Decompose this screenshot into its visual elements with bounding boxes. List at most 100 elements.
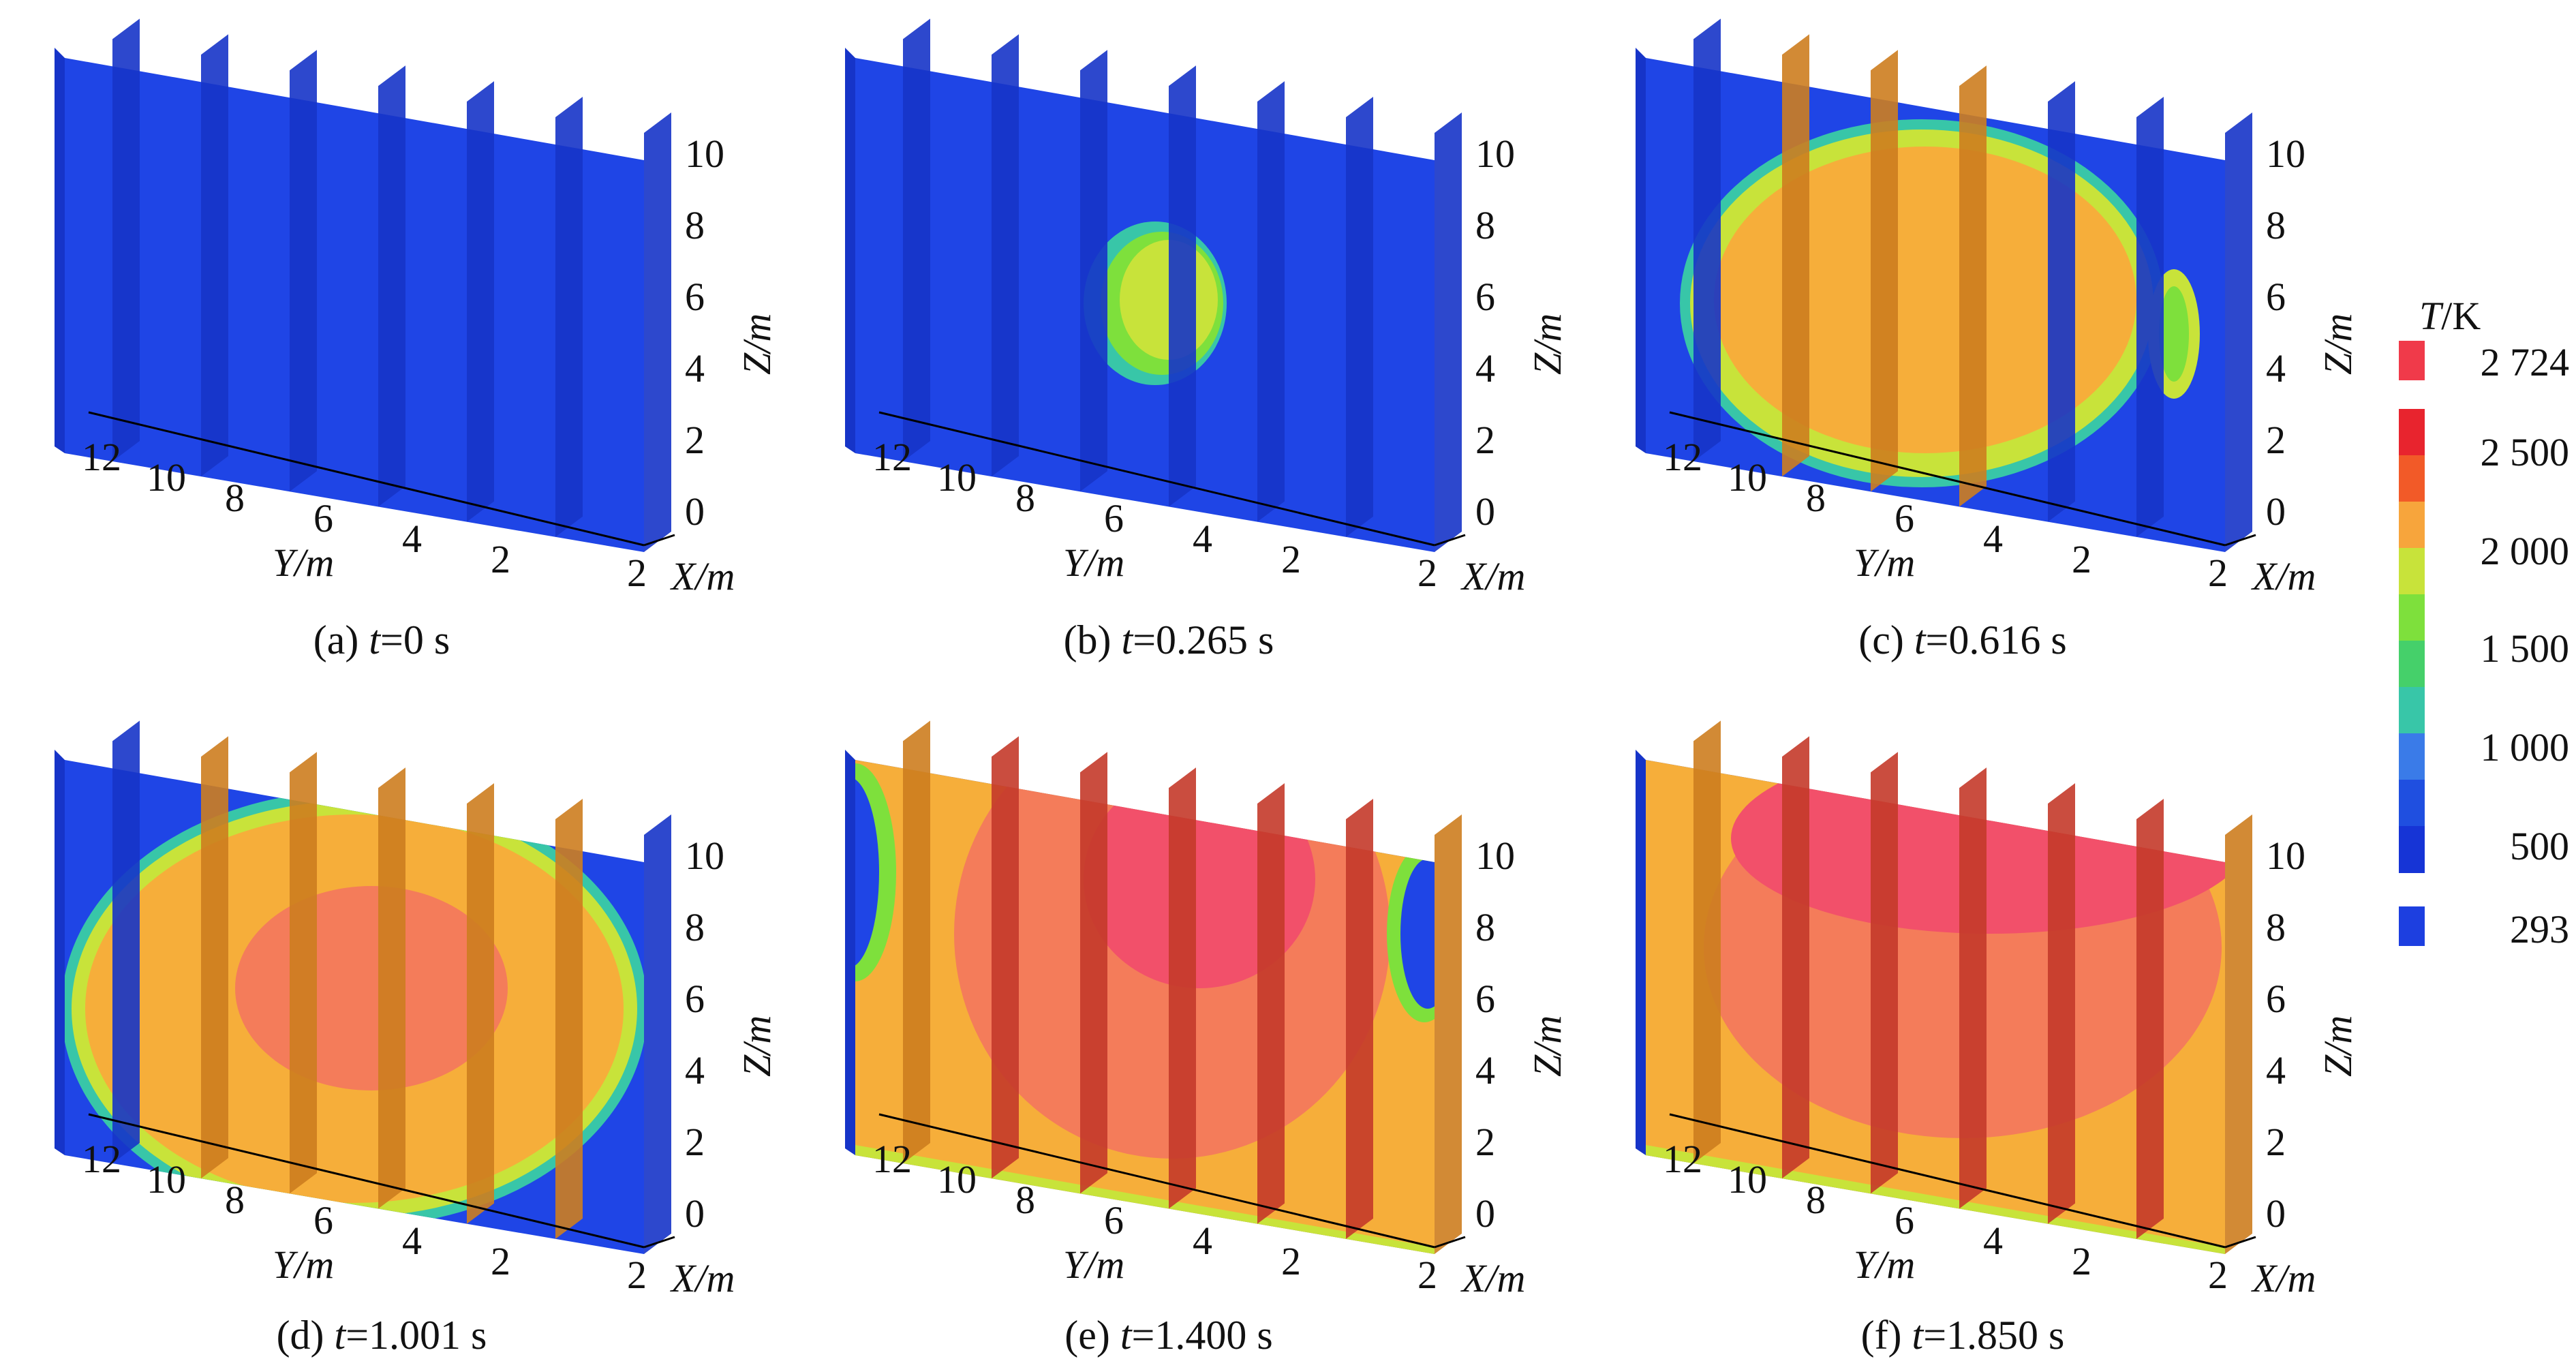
z-tick-label: 4 bbox=[1475, 1048, 1495, 1093]
caption-e: (e) t=1.400 s bbox=[1064, 1313, 1273, 1358]
fin-plate bbox=[1080, 752, 1107, 1194]
z-tick-label: 0 bbox=[1475, 489, 1495, 534]
fin-plate bbox=[2136, 97, 2164, 537]
fin-plate bbox=[378, 767, 405, 1209]
y-tick-label: 10 bbox=[1728, 455, 1767, 500]
panel-b: 10 8 6 4 2 0 12 10 8 6 4 2 2 Z/m Y/m X/m bbox=[791, 0, 1595, 682]
y-tick-label: 2 bbox=[2072, 537, 2091, 581]
z-axis-label: Z/m bbox=[2316, 314, 2360, 375]
legend-label-2000: 2 000 bbox=[2480, 529, 2570, 573]
y-axis-label: Y/m bbox=[1063, 1242, 1124, 1287]
legend-label-500: 500 bbox=[2510, 824, 2569, 868]
y-tick-label: 4 bbox=[1983, 1219, 2003, 1263]
z-axis-label: Z/m bbox=[735, 1016, 779, 1077]
y-tick-label: 8 bbox=[1015, 1178, 1035, 1222]
y-tick-label: 6 bbox=[313, 1198, 333, 1242]
cool-region bbox=[1400, 859, 1435, 1009]
plate-edge bbox=[1636, 48, 1646, 453]
y-tick-label: 4 bbox=[1193, 517, 1212, 561]
z-tick-label: 0 bbox=[685, 489, 705, 534]
fin-plate bbox=[290, 752, 317, 1194]
z-tick-label: 0 bbox=[685, 1191, 705, 1236]
fin-plate bbox=[1871, 752, 1898, 1194]
y-tick-label: 2 bbox=[1281, 1239, 1301, 1283]
legend-swatch-min bbox=[2399, 906, 2425, 946]
y-tick-label: 12 bbox=[1663, 1137, 1702, 1181]
y-tick-label: 8 bbox=[1806, 1178, 1826, 1222]
plate-edge bbox=[55, 750, 65, 1155]
z-tick-label: 10 bbox=[1475, 834, 1515, 878]
fin-plate bbox=[2048, 81, 2075, 522]
fin-plate bbox=[2225, 112, 2252, 552]
y-tick-label: 6 bbox=[1895, 1198, 1914, 1242]
fin-plate bbox=[1169, 767, 1196, 1209]
hot-region bbox=[1714, 147, 2136, 453]
fin-plate bbox=[1959, 65, 1987, 507]
y-tick-label: 2 bbox=[1281, 537, 1301, 581]
z-tick-label: 6 bbox=[1475, 275, 1495, 319]
plate-edge bbox=[845, 750, 855, 1155]
legend-label-2500: 2 500 bbox=[2480, 430, 2570, 474]
y-tick-label: 4 bbox=[1193, 1219, 1212, 1263]
legend-band bbox=[2399, 641, 2425, 688]
z-tick-label: 10 bbox=[2266, 132, 2305, 176]
z-tick-label: 4 bbox=[685, 346, 705, 391]
z-tick-label: 10 bbox=[685, 132, 724, 176]
z-tick-label: 10 bbox=[685, 834, 724, 878]
cool-region bbox=[855, 763, 896, 981]
y-axis-line bbox=[878, 411, 1435, 547]
z-tick-label: 8 bbox=[2266, 905, 2286, 949]
y-tick-label: 10 bbox=[937, 455, 977, 500]
y-axis-label: Y/m bbox=[273, 540, 334, 585]
x-tick-label: 2 bbox=[2208, 1253, 2228, 1297]
y-tick-label: 12 bbox=[872, 1137, 912, 1181]
z-tick-label: 2 bbox=[685, 418, 705, 462]
legend-band bbox=[2399, 733, 2425, 780]
fin-plate bbox=[201, 34, 228, 477]
z-tick-label: 2 bbox=[1475, 418, 1495, 462]
x-axis-line bbox=[2224, 1236, 2256, 1249]
z-tick-label: 6 bbox=[685, 275, 705, 319]
legend-label-1000: 1 000 bbox=[2480, 725, 2570, 769]
y-tick-label: 12 bbox=[872, 435, 912, 479]
z-tick-label: 10 bbox=[1475, 132, 1515, 176]
x-tick-label: 2 bbox=[1417, 1253, 1437, 1297]
legend-band bbox=[2399, 409, 2425, 456]
y-axis-line bbox=[88, 1113, 645, 1249]
fin-plate bbox=[644, 112, 671, 552]
z-tick-label: 4 bbox=[685, 1048, 705, 1093]
legend-label-2724: 2 724 bbox=[2480, 340, 2570, 384]
z-tick-label: 6 bbox=[685, 977, 705, 1021]
y-tick-label: 8 bbox=[1015, 476, 1035, 520]
fin-plate bbox=[1782, 736, 1809, 1179]
cool-region bbox=[855, 1145, 1435, 1254]
y-tick-label: 12 bbox=[82, 435, 121, 479]
y-axis-label: Y/m bbox=[273, 1242, 334, 1287]
y-axis-line bbox=[1669, 1113, 2226, 1249]
legend-colorbar bbox=[2399, 409, 2425, 873]
fin-plate bbox=[992, 736, 1019, 1179]
z-tick-label: 4 bbox=[1475, 346, 1495, 391]
z-tick-label: 2 bbox=[2266, 418, 2286, 462]
panel-a: 10 8 6 4 2 0 12 10 8 6 4 2 2 Z/m Y/m X/m bbox=[0, 0, 804, 682]
y-tick-label: 4 bbox=[402, 517, 422, 561]
x-axis-line bbox=[2224, 534, 2256, 547]
fin-plate bbox=[2136, 799, 2164, 1239]
y-tick-label: 4 bbox=[402, 1219, 422, 1263]
z-axis-label: Z/m bbox=[1525, 1016, 1569, 1077]
y-tick-label: 6 bbox=[1104, 1198, 1124, 1242]
x-axis-line bbox=[643, 1236, 675, 1249]
legend-band bbox=[2399, 687, 2425, 734]
fin-plate bbox=[467, 783, 494, 1224]
z-tick-label: 6 bbox=[1475, 977, 1495, 1021]
x-tick-label: 2 bbox=[2208, 551, 2228, 595]
y-tick-label: 4 bbox=[1983, 517, 2003, 561]
y-axis-label: Y/m bbox=[1854, 1242, 1915, 1287]
z-tick-label: 0 bbox=[1475, 1191, 1495, 1236]
z-tick-label: 8 bbox=[1475, 203, 1495, 247]
fin-plate bbox=[2048, 783, 2075, 1224]
fin-plate bbox=[467, 81, 494, 522]
legend-label-293: 293 bbox=[2510, 907, 2569, 951]
